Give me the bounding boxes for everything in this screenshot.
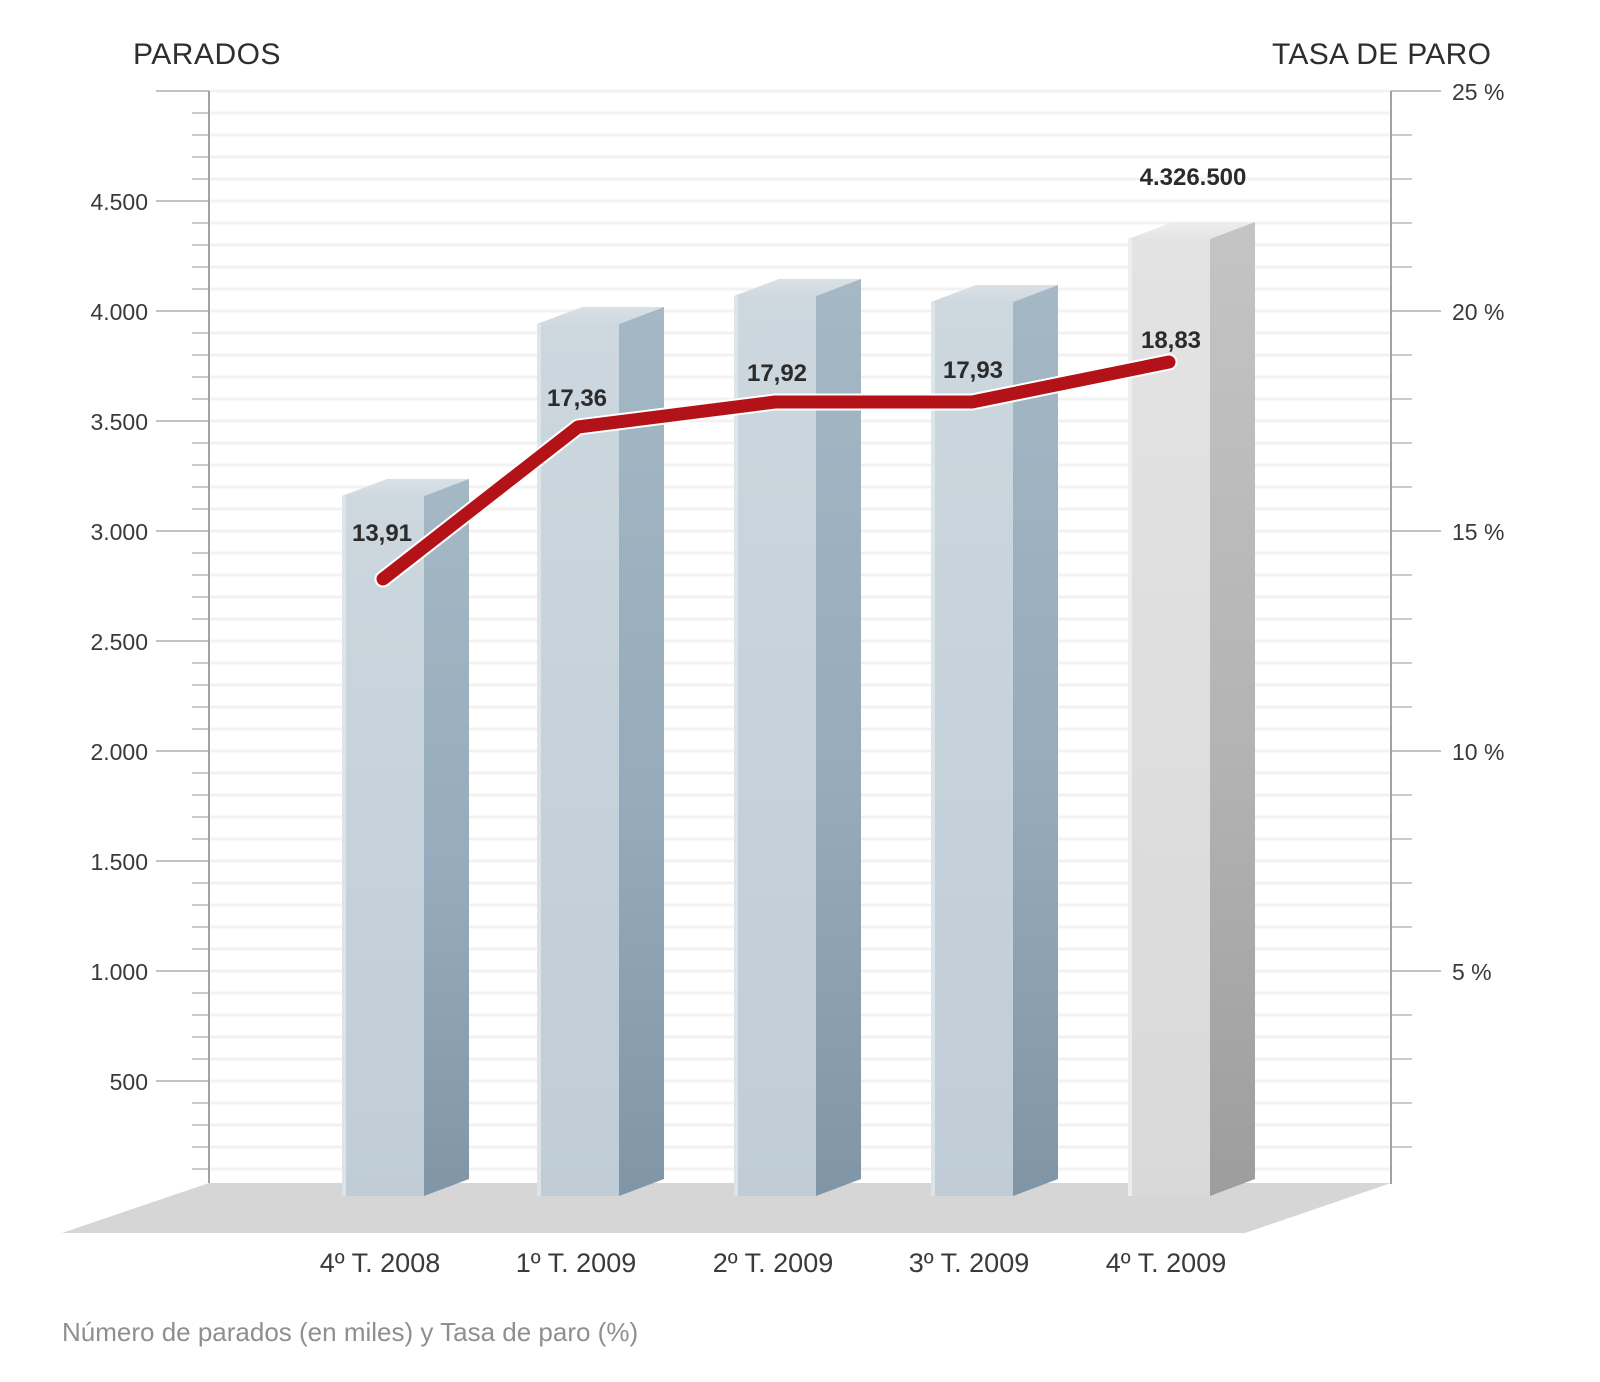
- svg-text:20 %: 20 %: [1452, 299, 1504, 325]
- svg-text:17,93: 17,93: [943, 357, 1003, 384]
- svg-text:2.000: 2.000: [90, 739, 148, 765]
- svg-text:1.500: 1.500: [90, 849, 148, 875]
- svg-text:1.000: 1.000: [90, 959, 148, 985]
- svg-text:15 %: 15 %: [1452, 519, 1504, 545]
- svg-text:Número de parados (en miles) y: Número de parados (en miles) y Tasa de p…: [62, 1317, 638, 1347]
- svg-text:2.500: 2.500: [90, 629, 148, 655]
- svg-text:25 %: 25 %: [1452, 79, 1504, 105]
- svg-text:13,91: 13,91: [352, 520, 412, 547]
- svg-text:10 %: 10 %: [1452, 739, 1504, 765]
- svg-text:18,83: 18,83: [1141, 327, 1201, 354]
- svg-text:4.000: 4.000: [90, 299, 148, 325]
- svg-text:4.500: 4.500: [90, 189, 148, 215]
- svg-text:4.326.500: 4.326.500: [1140, 164, 1247, 191]
- svg-text:17,36: 17,36: [547, 385, 607, 412]
- svg-text:1º T. 2009: 1º T. 2009: [516, 1248, 636, 1278]
- svg-text:4º T. 2009: 4º T. 2009: [1106, 1248, 1226, 1278]
- svg-text:3.000: 3.000: [90, 519, 148, 545]
- svg-text:5 %: 5 %: [1452, 959, 1492, 985]
- svg-text:PARADOS: PARADOS: [133, 38, 281, 71]
- svg-text:3.500: 3.500: [90, 409, 148, 435]
- svg-text:TASA DE PARO: TASA DE PARO: [1272, 38, 1491, 71]
- svg-text:3º T. 2009: 3º T. 2009: [909, 1248, 1029, 1278]
- svg-text:17,92: 17,92: [747, 360, 807, 387]
- svg-text:500: 500: [110, 1069, 148, 1095]
- svg-text:4º T. 2008: 4º T. 2008: [320, 1248, 440, 1278]
- svg-text:2º T. 2009: 2º T. 2009: [713, 1248, 833, 1278]
